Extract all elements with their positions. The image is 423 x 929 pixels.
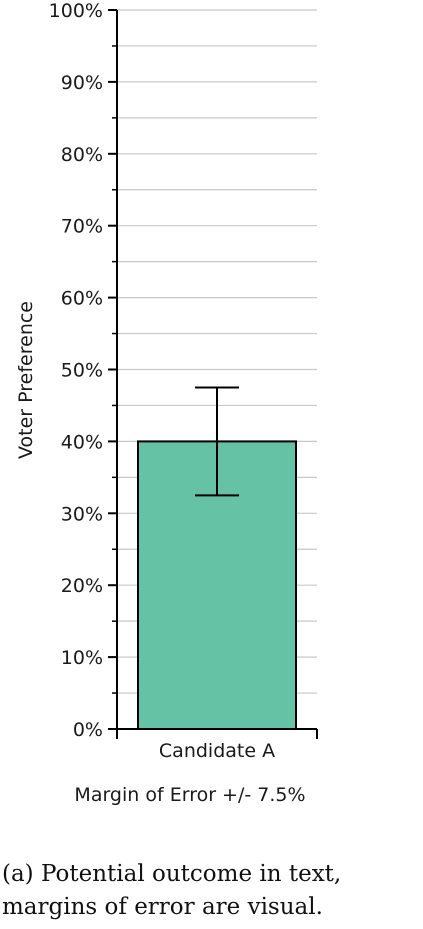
y-tick-label: 30% [61,503,103,525]
y-tick-label: 70% [61,216,103,238]
error-bars [195,386,239,497]
y-tick-label: 100% [49,0,103,22]
bars [137,440,297,730]
y-tick-label: 20% [61,575,103,597]
y-tick-label: 60% [61,288,103,310]
figure-caption: (a) Potential outcome in text, margins o… [2,861,342,920]
y-tick-label: 80% [61,144,103,166]
y-tick-label: 90% [61,72,103,94]
x-axis: Candidate A [116,728,318,762]
bar-candidate-a [137,440,297,730]
bar-chart: 0% 10% 20% 30% 40% 50% 60% 70% 80% 90% 100% Candid… [15,0,318,806]
x-tick-label: Candidate A [159,740,275,762]
y-tick-label: 40% [61,431,103,453]
y-tick-label: 50% [61,360,103,382]
y-tick-label: 10% [61,647,103,669]
y-axis-title: Voter Preference [15,301,37,459]
y-axis: 0% 10% 20% 30% 40% 50% 60% 70% 80% 90% 100% [49,0,118,741]
y-tick-label: 0% [73,719,103,741]
x-axis-title: Margin of Error +/- 7.5% [74,784,305,806]
